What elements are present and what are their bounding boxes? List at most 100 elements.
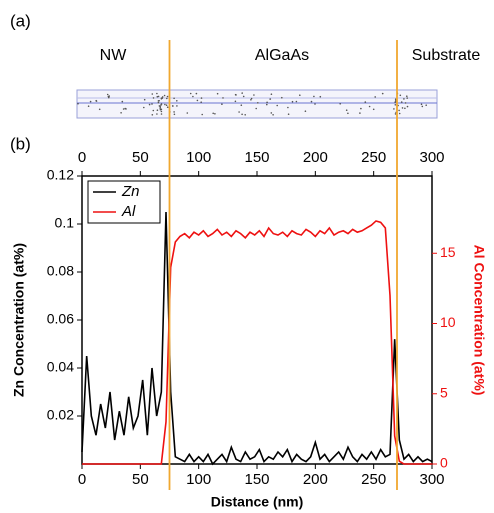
atom-dot (148, 103, 151, 106)
atom-dot (159, 106, 162, 108)
atom-dot (266, 101, 268, 104)
region-label: Substrate (412, 47, 481, 64)
region-label: AlGaAs (255, 47, 309, 64)
atom-dot (173, 97, 175, 100)
atom-dot (108, 96, 110, 99)
atom-dot (87, 105, 90, 107)
atom-dot (314, 103, 316, 105)
atom-dot (398, 112, 401, 115)
atom-dot (160, 110, 163, 113)
atom-dot (221, 103, 223, 105)
atom-dot (195, 92, 198, 95)
y2-tick-label: 0 (440, 455, 448, 471)
atom-dot (157, 100, 160, 102)
atom-dot (106, 93, 109, 96)
atom-dot (212, 112, 214, 115)
atom-dot (157, 101, 160, 104)
atom-dot (192, 95, 194, 98)
x-tick-label-top: 300 (419, 149, 444, 166)
atom-dot (255, 107, 257, 110)
y-tick-label: 0.04 (47, 359, 74, 375)
y-tick-label: 0.06 (47, 311, 74, 327)
atom-dot (240, 104, 243, 106)
atom-dot (156, 113, 158, 115)
series-line (81, 211, 433, 466)
atom-dot (374, 96, 377, 98)
atom-dot (404, 102, 407, 104)
x-tick-label: 200 (303, 471, 328, 488)
atom-dot (171, 105, 174, 107)
atom-dot (406, 97, 409, 99)
x-tick-label-top: 150 (244, 149, 269, 166)
atom-dot (313, 95, 315, 98)
x-tick-label-top: 0 (78, 149, 86, 166)
atom-dot (95, 99, 97, 102)
atom-dot (163, 94, 166, 97)
atom-dot (270, 93, 273, 95)
atom-dot (420, 103, 423, 106)
atom-dot (372, 108, 375, 111)
atom-dot (108, 95, 110, 97)
reconstruction (76, 89, 438, 119)
y-tick-label: 0.12 (47, 167, 74, 183)
atom-dot (276, 104, 279, 107)
atom-dot (270, 112, 273, 114)
y2-axis-label: Al Concentration (at%) (471, 245, 487, 396)
atom-dot (398, 109, 400, 112)
atom-dot (152, 109, 155, 112)
series-line (82, 220, 432, 465)
atom-dot (345, 109, 348, 111)
atom-dot (156, 92, 158, 95)
atom-dot (304, 110, 307, 112)
atom-dot (250, 99, 252, 101)
atom-dot (176, 100, 178, 102)
atom-dot (151, 93, 154, 95)
atom-dot (272, 114, 274, 116)
atom-dot (394, 101, 397, 103)
atom-dot (164, 103, 166, 106)
atom-dot (269, 98, 272, 100)
atom-dot (161, 96, 164, 98)
atom-dot (173, 113, 176, 116)
y2-tick-label: 15 (440, 244, 456, 260)
atom-dot (173, 111, 175, 113)
atom-dot (235, 94, 237, 96)
atom-dot (394, 104, 397, 106)
atom-dot (364, 101, 367, 103)
atom-dot (425, 104, 428, 106)
atom-dot (200, 101, 202, 103)
atom-dot (122, 108, 125, 110)
x-tick-label: 150 (244, 471, 269, 488)
atom-dot (166, 106, 169, 108)
atom-dot (257, 102, 259, 104)
atom-dot (160, 98, 163, 100)
y-axis-label: Zn Concentration (at%) (11, 243, 27, 397)
x-tick-label: 50 (132, 471, 149, 488)
atom-dot (403, 98, 405, 100)
x-tick-label: 100 (186, 471, 211, 488)
atom-dot (406, 95, 408, 97)
atom-dot (310, 100, 313, 103)
atom-dot (156, 95, 159, 98)
atom-dot (159, 107, 161, 109)
atom-dot (200, 97, 203, 99)
atom-dot (176, 105, 178, 107)
x-tick-label: 250 (361, 471, 386, 488)
atom-dot (222, 97, 224, 99)
atom-dot (381, 92, 384, 95)
atom-dot (120, 112, 122, 114)
y-tick-label: 0.02 (47, 407, 74, 423)
atom-dot (399, 94, 402, 97)
atom-dot (421, 105, 424, 108)
atom-dot (339, 103, 342, 105)
atom-dot (287, 113, 290, 115)
atom-dot (400, 101, 403, 103)
atom-dot (287, 106, 289, 109)
atom-dot (266, 103, 268, 106)
atom-dot (201, 113, 203, 116)
panel-label: (b) (10, 134, 31, 153)
x-tick-label: 0 (78, 471, 86, 488)
y-tick-label: 0.08 (47, 263, 74, 279)
x-tick-label-top: 100 (186, 149, 211, 166)
atom-dot (151, 114, 154, 116)
